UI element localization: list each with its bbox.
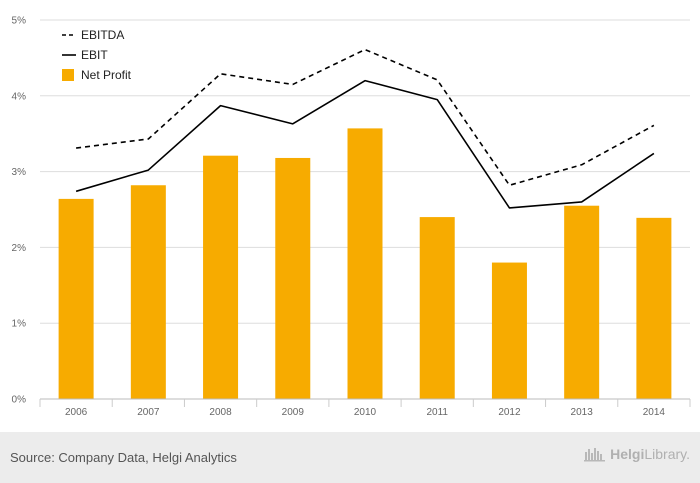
legend-label: EBIT <box>81 48 108 62</box>
x-tick-label: 2014 <box>643 407 666 418</box>
brand-suffix: Library. <box>644 446 690 462</box>
source-note: Source: Company Data, Helgi Analytics <box>10 450 237 465</box>
line-layer <box>75 48 655 209</box>
brand-name: Helgi <box>610 446 645 462</box>
x-tick-label: 2012 <box>498 407 521 418</box>
bar-layer <box>58 128 672 400</box>
x-tick-label: 2009 <box>282 407 305 418</box>
y-tick-label: 1% <box>12 319 27 330</box>
brand-logo[interactable]: HelgiLibrary. <box>584 446 690 462</box>
x-tick-label: 2008 <box>209 407 232 418</box>
bar <box>419 217 455 399</box>
bar <box>58 198 94 399</box>
legend-label: Net Profit <box>81 68 132 82</box>
x-tick-label: 2010 <box>354 407 377 418</box>
bar <box>636 217 672 399</box>
bar <box>347 128 383 400</box>
legend-label: EBITDA <box>81 28 124 42</box>
bar <box>203 155 239 399</box>
y-tick-label: 3% <box>12 167 27 178</box>
chart-svg: 0% 1% 2% 3% 4% 5% 2006 2007 2008 2009 2010 2011 2012… <box>12 16 691 418</box>
legend-swatch <box>62 69 74 81</box>
x-tick-label: 2011 <box>426 407 448 418</box>
footer: Source: Company Data, Helgi Analytics He… <box>0 432 700 483</box>
bar <box>130 185 166 399</box>
y-tick-label: 2% <box>12 243 27 254</box>
bar <box>491 262 527 399</box>
bar <box>564 205 600 399</box>
y-tick-label: 0% <box>12 395 27 406</box>
y-tick-label: 4% <box>12 91 27 102</box>
series-line <box>75 79 655 209</box>
x-tick-label: 2013 <box>571 407 594 418</box>
x-tick-label: 2007 <box>137 407 160 418</box>
bar <box>275 157 311 399</box>
y-tick-label: 5% <box>12 16 27 27</box>
legend: EBITDA EBIT Net Profit <box>62 28 132 82</box>
library-icon <box>584 448 606 462</box>
series-line <box>76 48 655 187</box>
axis-layer: 0% 1% 2% 3% 4% 5% 2006 2007 2008 2009 2010 2011 2012… <box>12 16 691 418</box>
x-tick-label: 2006 <box>65 407 88 418</box>
